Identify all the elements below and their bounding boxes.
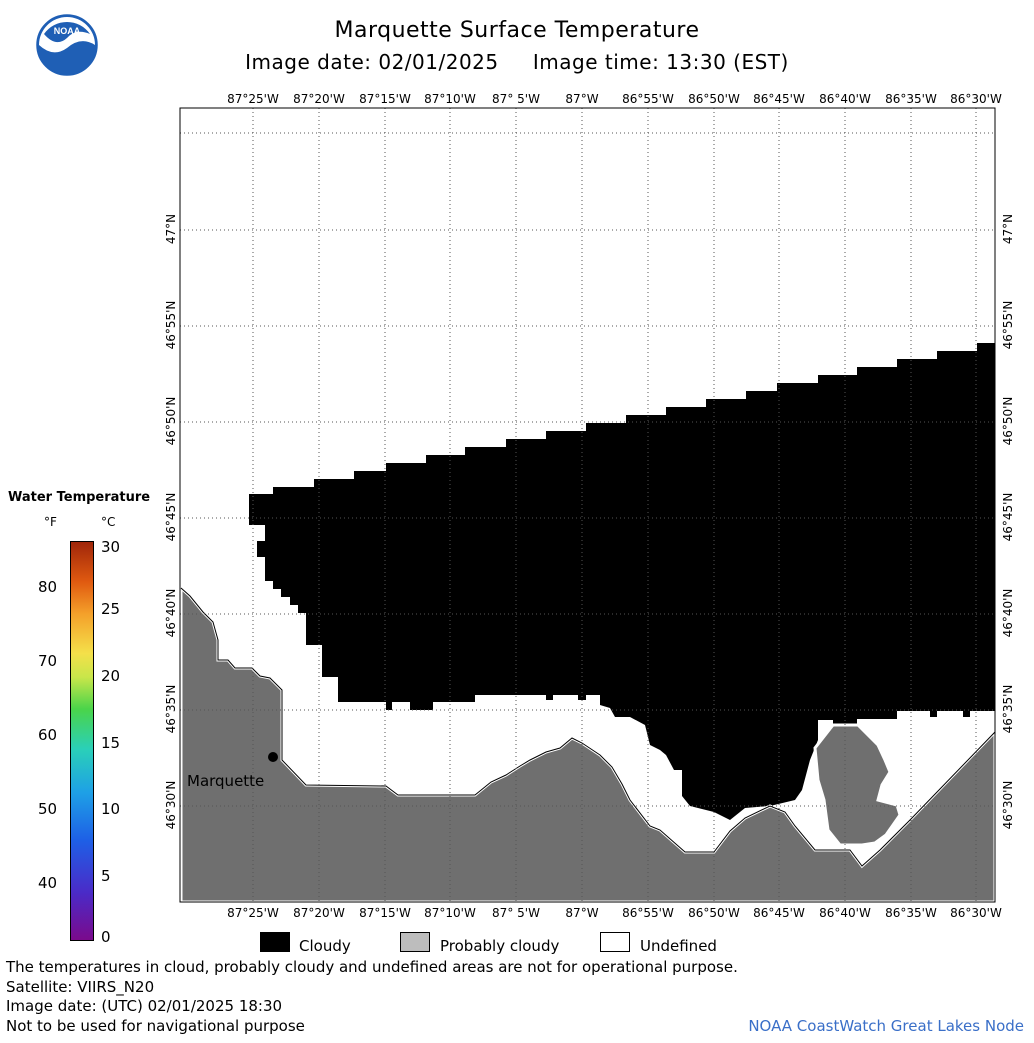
footer-nav: Not to be used for navigational purpose (6, 1017, 305, 1035)
lon-tick-label: 87°15'W (359, 92, 411, 106)
lon-tick-label: 87°10'W (424, 92, 476, 106)
legend-swatch-probably-cloudy (400, 932, 430, 952)
colorbar-c-tick: 25 (101, 600, 121, 618)
lat-tick-label: 47°N (164, 213, 178, 245)
island-region (813, 723, 902, 847)
lon-tick-label: 87°25'W (227, 92, 279, 106)
lon-tick-label: 86°30'W (950, 92, 1002, 106)
colorbar-c-tick: 5 (101, 867, 111, 885)
coastline (180, 587, 996, 867)
colorbar-c-tick: 0 (101, 928, 111, 946)
legend-label-probably-cloudy: Probably cloudy (440, 937, 560, 955)
lon-tick-label: 86°55'W (622, 92, 674, 106)
noaa-logo-icon: NOAA (36, 14, 98, 76)
lon-tick-label: 86°40'W (819, 92, 871, 106)
colorbar-f-tick: 70 (38, 652, 58, 670)
legend-label-undefined: Undefined (640, 937, 717, 955)
lat-tick-label: 46°40'N (164, 588, 178, 638)
lon-tick-label: 87°20'W (293, 92, 345, 106)
lon-tick-label: 86°45'W (753, 906, 805, 920)
colorbar-c-tick: 30 (101, 538, 121, 556)
cloud-region (249, 343, 995, 820)
colorbar-c-tick: 15 (101, 734, 121, 752)
colorbar (70, 541, 94, 941)
colorbar-c-tick: 10 (101, 800, 121, 818)
colorbar-f-tick: 80 (38, 578, 58, 596)
lat-tick-label: 46°45'N (164, 492, 178, 542)
lon-tick-label: 86°35'W (885, 92, 937, 106)
legend-swatch-cloudy (260, 932, 290, 952)
lat-tick-label: 46°50'N (1001, 396, 1015, 446)
lon-tick-label: 86°50'W (688, 92, 740, 106)
lon-tick-label: 86°35'W (885, 906, 937, 920)
lon-tick-label: 86°55'W (622, 906, 674, 920)
footer-utc: Image date: (UTC) 02/01/2025 18:30 (6, 997, 283, 1015)
colorbar-f-tick: 40 (38, 874, 58, 892)
lat-tick-label: 47°N (1001, 213, 1015, 245)
legend-swatch-undefined (600, 932, 630, 952)
lon-tick-label: 87°20'W (293, 906, 345, 920)
lon-tick-label: 87°10'W (424, 906, 476, 920)
lon-tick-label: 87° 5'W (492, 906, 540, 920)
lat-tick-label: 46°35'N (1001, 684, 1015, 734)
colorbar-unit-f: °F (44, 515, 57, 529)
lon-tick-label: 87°15'W (359, 906, 411, 920)
lat-tick-label: 46°55'N (164, 300, 178, 350)
colorbar-unit-c: °C (101, 515, 116, 529)
lon-tick-label: 86°40'W (819, 906, 871, 920)
graticule (180, 108, 995, 902)
lat-tick-label: 46°55'N (1001, 300, 1015, 350)
lon-tick-label: 87°25'W (227, 906, 279, 920)
lon-tick-label: 86°45'W (753, 92, 805, 106)
lat-tick-label: 46°30'N (1001, 780, 1015, 830)
lat-tick-label: 46°40'N (1001, 588, 1015, 638)
city-label: Marquette (187, 772, 265, 790)
colorbar-f-tick: 60 (38, 726, 58, 744)
lon-tick-label: 87° 5'W (492, 92, 540, 106)
lat-tick-label: 46°30'N (164, 780, 178, 830)
lat-tick-label: 46°45'N (1001, 492, 1015, 542)
footer-satellite: Satellite: VIIRS_N20 (6, 978, 155, 996)
lat-tick-label: 46°35'N (164, 684, 178, 734)
city-marker-icon (268, 752, 278, 762)
footer-note: The temperatures in cloud, probably clou… (6, 958, 738, 976)
lat-tick-label: 46°50'N (164, 396, 178, 446)
colorbar-title: Water Temperature (8, 490, 151, 505)
lon-tick-label: 87°W (565, 906, 599, 920)
lon-tick-label: 86°50'W (688, 906, 740, 920)
colorbar-f-tick: 50 (38, 800, 58, 818)
footer-credit: NOAA CoastWatch Great Lakes Node (748, 1017, 1024, 1035)
page-title: Marquette Surface Temperature (334, 18, 700, 43)
page-subtitle: Image date: 02/01/2025 Image time: 13:30… (245, 50, 789, 74)
lon-tick-label: 86°30'W (950, 906, 1002, 920)
colorbar-c-tick: 20 (101, 667, 121, 685)
lon-tick-label: 87°W (565, 92, 599, 106)
logo-text: NOAA (54, 26, 81, 36)
legend-label-cloudy: Cloudy (299, 937, 351, 955)
